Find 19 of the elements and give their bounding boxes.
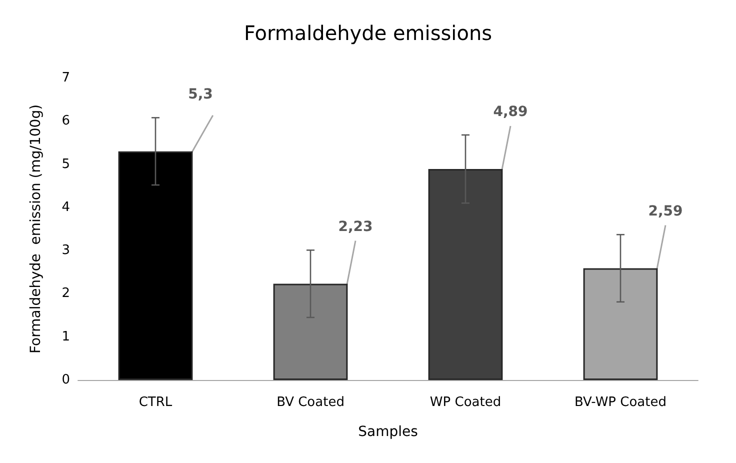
y-tick-label: 7 bbox=[62, 70, 70, 86]
y-tick-label: 6 bbox=[62, 114, 70, 129]
chart-title: Formaldehyde emissions bbox=[244, 21, 492, 45]
x-axis-title: Samples bbox=[358, 424, 418, 440]
data-label: 2,23 bbox=[338, 218, 373, 235]
x-tick-label: WP Coated bbox=[430, 395, 502, 410]
y-tick-label: 2 bbox=[62, 286, 70, 302]
x-tick-label: BV-WP Coated bbox=[574, 395, 666, 410]
data-label: 5,3 bbox=[188, 86, 213, 102]
y-tick-label: 1 bbox=[62, 329, 70, 344]
y-axis-title: Formaldehyde emission (mg/100g) bbox=[28, 104, 44, 354]
y-tick-label: 0 bbox=[62, 372, 70, 388]
y-tick-label: 4 bbox=[62, 200, 70, 215]
y-tick-label: 3 bbox=[62, 243, 70, 258]
x-tick-label: BV Coated bbox=[276, 395, 344, 410]
y-tick-label: 5 bbox=[62, 156, 70, 172]
x-tick-label: CTRL bbox=[138, 395, 173, 410]
data-label: 2,59 bbox=[648, 203, 683, 220]
data-label: 4,89 bbox=[493, 104, 528, 120]
